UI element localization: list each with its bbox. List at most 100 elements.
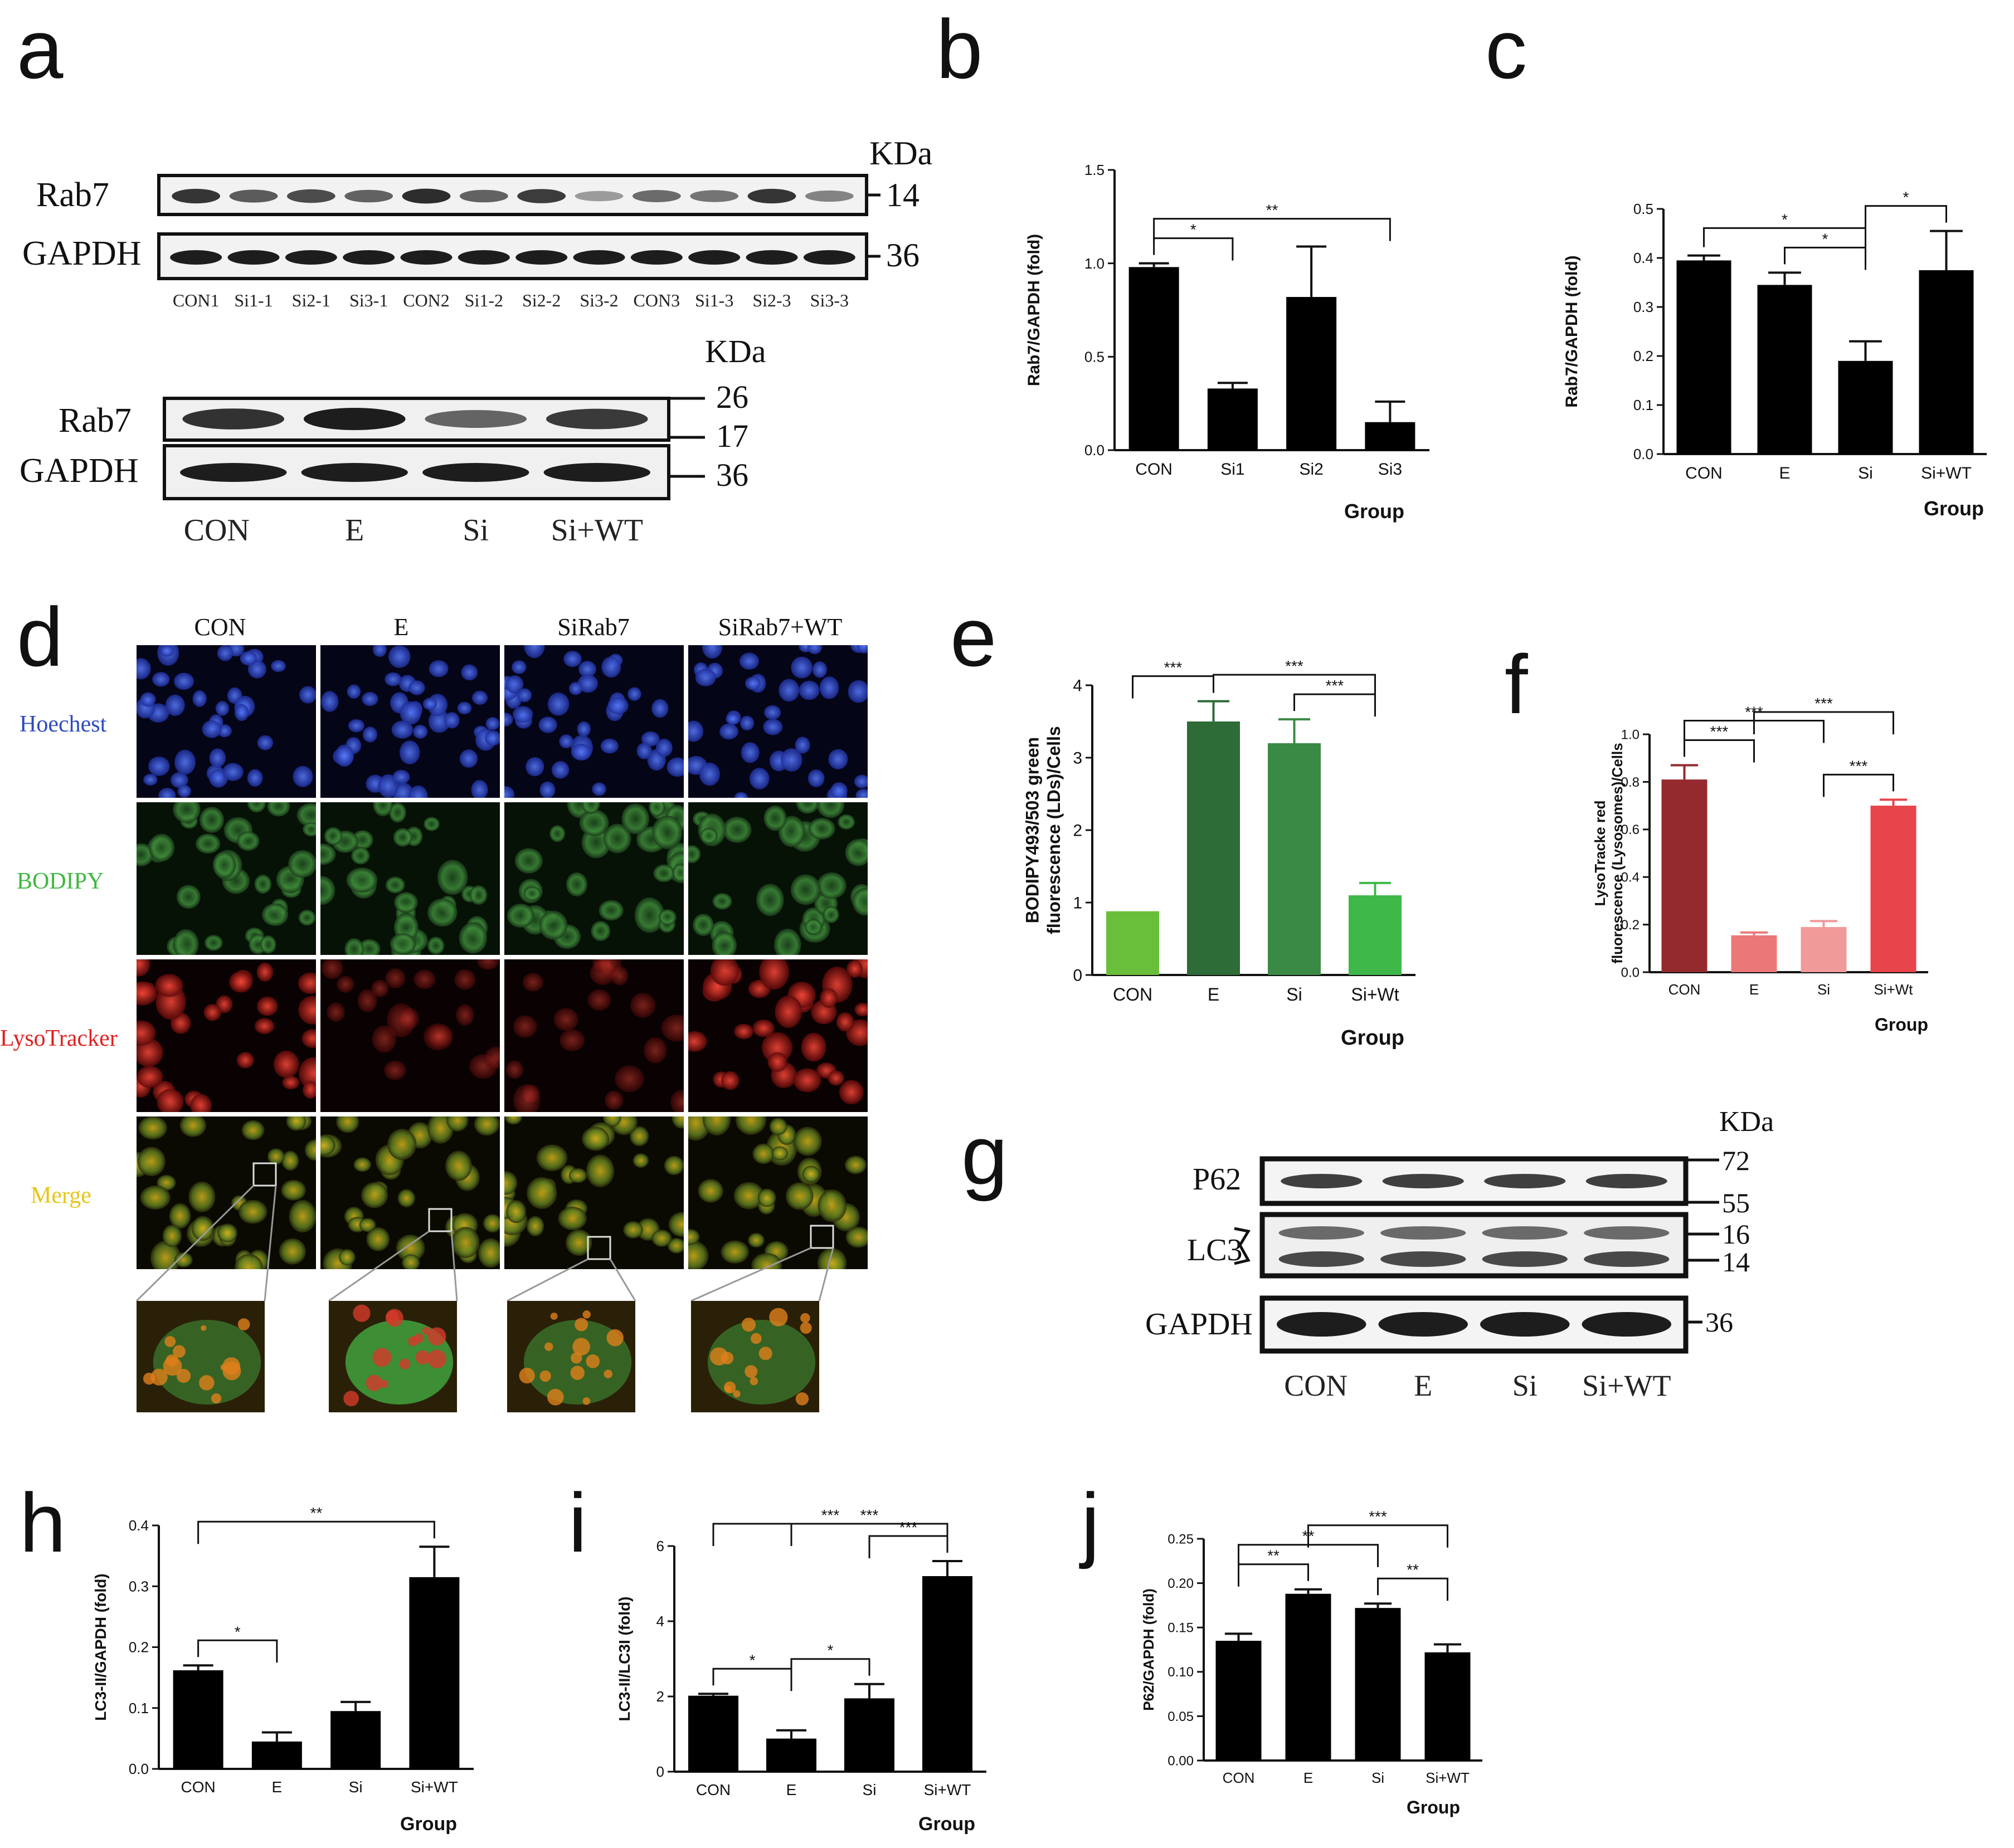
y-tick-label: 0.20 [1167, 1576, 1194, 1591]
micrograph-bodipy-con [137, 802, 316, 955]
column-header-con: CON [194, 613, 246, 641]
x-tick-label: Si+Wt [1351, 984, 1399, 1005]
protein-label-gapdh: GAPDH [22, 235, 142, 272]
bar-si [1355, 1608, 1401, 1761]
bar-con [1106, 911, 1159, 975]
band-gapdh [285, 250, 337, 265]
x-tick-label: E [1303, 1769, 1313, 1786]
column-header-e: E [394, 613, 409, 641]
significance-label: *** [1850, 757, 1868, 774]
micrograph-hoechest-sirab7-wt [688, 645, 868, 798]
panel-letter-d: d [17, 590, 63, 684]
marker-17: 17 [716, 418, 748, 454]
band-gapdh [301, 463, 408, 482]
band-p62 [1382, 1174, 1464, 1188]
significance-bracket: * [712, 1651, 792, 1691]
y-tick-label: 1.0 [1084, 255, 1105, 272]
y-tick-label: 0.1 [129, 1700, 149, 1717]
bar-e [1731, 935, 1777, 972]
significance-label: *** [1814, 695, 1833, 712]
y-axis-title: BODIPY493/503 greenfluorescence (LDs)/Ce… [1023, 726, 1064, 934]
y-tick-label: 0.6 [1621, 822, 1640, 837]
bar-con [1128, 267, 1179, 450]
significance-label: * [1903, 189, 1909, 206]
x-tick-label: Si+WT [1921, 464, 1972, 482]
y-tick-label: 4 [656, 1613, 664, 1630]
band-lc3-ii [1584, 1251, 1670, 1267]
panel-letter-j: j [1079, 1476, 1100, 1569]
significance-bracket: *** [1307, 1508, 1448, 1548]
lane-label: Si3-2 [580, 290, 618, 310]
lane-label: CON [184, 513, 250, 548]
significance-bracket: *** [1293, 677, 1376, 717]
row-label-lysotracker: LysoTracker [0, 1026, 118, 1051]
x-tick-label: CON [1113, 984, 1152, 1005]
chart-c: 0.0 0.1 0.2 0.3 0.4 0.5 Rab7/GAPDH (fold) CON E S… [1563, 189, 1987, 520]
marker-14: 14 [1722, 1246, 1750, 1277]
panel-letter-g: g [961, 1108, 1008, 1202]
significance-bracket: * [1153, 221, 1234, 261]
bar-e [1285, 1593, 1331, 1761]
y-tick-label: 0.5 [1084, 348, 1105, 365]
significance-label: * [1822, 230, 1828, 247]
band-lc3-i [1584, 1226, 1670, 1240]
column-header-sirab7-wt: SiRab7+WT [718, 613, 843, 641]
band-gapdh [1378, 1312, 1468, 1337]
blot-a2: KDa Rab7 GAPDH 26 17 36 CON E Si Si+WT [20, 333, 766, 548]
x-tick-label: CON [696, 1781, 731, 1798]
x-tick-label: Si+WT [1426, 1769, 1470, 1786]
lane-label: CON2 [403, 290, 450, 310]
marker-26: 26 [716, 379, 748, 415]
significance-bracket: ** [1238, 1547, 1309, 1587]
y-tick-label: 0 [656, 1763, 664, 1780]
micrograph-hoechest-sirab7 [504, 645, 684, 798]
significance-label: *** [1710, 723, 1729, 740]
x-axis-title: Group [1344, 500, 1404, 523]
bar-si [1801, 927, 1847, 972]
significance-label: *** [1164, 659, 1183, 676]
protein-label-rab7: Rab7 [36, 176, 109, 214]
y-tick-label: 0.3 [129, 1578, 149, 1595]
x-tick-label: Si [1286, 984, 1302, 1005]
lane-label: Si1-2 [465, 290, 503, 310]
y-tick-label: 0.1 [1633, 397, 1653, 413]
chart-h: 0.0 0.1 0.2 0.3 0.4 LC3-II/GAPDH (fold) CON E Si… [92, 1504, 474, 1835]
micrograph-lysotracker-con [137, 959, 316, 1112]
blot-a1: KDa Rab7 GAPDH 14 36 CON1 Si1-1 Si2-1 Si3-1… [22, 135, 932, 310]
significance-bracket: * [1784, 230, 1866, 270]
bar-e [251, 1741, 302, 1769]
significance-bracket: *** [712, 1506, 948, 1546]
band-gapdh [803, 250, 855, 265]
chart-e: 0 1 2 3 4 BODIPY493/503 greenfluorescence (LD… [1023, 657, 1415, 1050]
x-tick-label: Si+WT [411, 1778, 458, 1796]
band-rab7 [575, 191, 624, 202]
micrograph-merge-sirab7 [504, 1116, 684, 1269]
significance-label: * [828, 1642, 834, 1659]
band-lc3-i [1380, 1226, 1466, 1240]
band-rab7 [172, 188, 221, 204]
band-rab7 [344, 189, 393, 203]
band-rab7 [517, 189, 566, 203]
y-tick-label: 0.3 [1633, 299, 1653, 315]
significance-bracket: *** [868, 1519, 948, 1558]
y-tick-label: 0.0 [1084, 442, 1105, 459]
bar-si1 [1207, 388, 1258, 450]
band-rab7 [229, 189, 278, 203]
y-tick-label: 1.0 [1621, 727, 1640, 742]
significance-label: *** [821, 1506, 840, 1524]
band-p62 [1281, 1174, 1363, 1188]
row-label-bodipy: BODIPY [17, 869, 104, 894]
bar-e [1187, 721, 1240, 975]
band-rab7 [546, 408, 648, 430]
column-header-sirab7: SiRab7 [557, 613, 630, 641]
x-tick-label: Si [1817, 981, 1830, 998]
bar-si3 [1365, 422, 1415, 450]
band-rab7 [459, 189, 508, 203]
lane-label: Si2-2 [522, 290, 561, 310]
row-label-hoechest: Hoechest [20, 711, 107, 737]
bar-e [766, 1738, 816, 1772]
panel-letter-f: f [1505, 637, 1528, 731]
x-tick-label: E [1779, 464, 1790, 482]
